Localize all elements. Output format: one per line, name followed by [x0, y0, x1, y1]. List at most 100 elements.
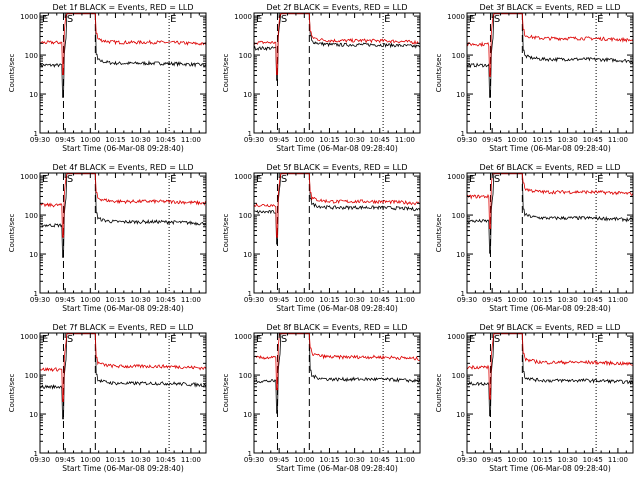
end-marker-label: E — [469, 14, 475, 25]
x-tick-label: 09:45 — [482, 136, 502, 144]
y-tick-label: 100 — [25, 372, 38, 380]
y-tick-label: 1000 — [20, 333, 38, 341]
x-axis-label: Start Time (06-Mar-08 09:28:40) — [62, 144, 184, 153]
plot-frame — [39, 12, 207, 134]
panel-title: Det 2f BLACK = Events, RED = LLD — [266, 3, 407, 12]
x-tick-label: 09:30 — [30, 136, 50, 144]
x-tick-label: 10:15 — [319, 136, 339, 144]
x-tick-label: 11:00 — [608, 456, 628, 464]
x-tick-label: 09:45 — [482, 456, 502, 464]
start-marker-label: S — [494, 14, 500, 25]
x-axis-label: Start Time (06-Mar-08 09:28:40) — [276, 464, 398, 473]
x-tick-label: 10:15 — [532, 296, 552, 304]
plot-frame — [466, 332, 634, 454]
y-tick-label: 100 — [452, 372, 465, 380]
panel-title: Det 1f BLACK = Events, RED = LLD — [52, 3, 193, 12]
start-marker-label: S — [281, 334, 287, 345]
x-tick-label: 10:00 — [80, 456, 100, 464]
panel-title: Det 9f BLACK = Events, RED = LLD — [479, 323, 620, 332]
end-marker-label: E — [256, 334, 262, 345]
x-tick-label: 11:00 — [395, 296, 415, 304]
start-marker-label: S — [67, 334, 73, 345]
end-marker-label: E — [42, 174, 48, 185]
y-tick-label: 1000 — [20, 173, 38, 181]
y-tick-label: 100 — [239, 52, 252, 60]
x-tick-label: 10:00 — [294, 136, 314, 144]
panel-title: Det 4f BLACK = Events, RED = LLD — [52, 163, 193, 172]
x-tick-label: 11:00 — [181, 296, 201, 304]
detector-panel: Det 6f BLACK = Events, RED = LLD S E E 1 10 10… — [435, 163, 634, 313]
detector-panel: Det 2f BLACK = Events, RED = LLD S E E 1 10 10… — [222, 3, 421, 153]
detector-panel: Det 1f BLACK = Events, RED = LLD S E E 1 10 10… — [8, 3, 207, 153]
x-tick-label: 10:45 — [583, 296, 603, 304]
x-tick-label: 10:15 — [105, 296, 125, 304]
y-tick-label: 100 — [239, 212, 252, 220]
lld-series-line — [39, 173, 207, 238]
x-axis-label: Start Time (06-Mar-08 09:28:40) — [276, 144, 398, 153]
lld-series-line — [39, 13, 207, 75]
y-tick-label: 1000 — [234, 333, 252, 341]
x-tick-label: 11:00 — [181, 136, 201, 144]
x-axis-label: Start Time (06-Mar-08 09:28:40) — [62, 304, 184, 313]
x-axis-label: Start Time (06-Mar-08 09:28:40) — [489, 144, 611, 153]
y-tick-label: 1 — [461, 450, 465, 458]
panel-title: Det 7f BLACK = Events, RED = LLD — [52, 323, 193, 332]
start-marker-label: S — [494, 174, 500, 185]
y-tick-label: 100 — [25, 52, 38, 60]
start-marker-label: S — [67, 174, 73, 185]
detector-panel: Det 3f BLACK = Events, RED = LLD S E E 1 10 10… — [435, 3, 634, 153]
x-tick-label: 10:45 — [156, 136, 176, 144]
y-tick-label: 100 — [452, 212, 465, 220]
y-tick-label: 10 — [456, 251, 465, 259]
y-tick-label: 1000 — [447, 173, 465, 181]
y-tick-label: 10 — [29, 411, 38, 419]
y-tick-label: 1 — [461, 130, 465, 138]
y-tick-label: 10 — [243, 91, 252, 99]
start-marker-label: S — [281, 14, 287, 25]
x-axis-label: Start Time (06-Mar-08 09:28:40) — [489, 304, 611, 313]
lld-series-line — [39, 333, 207, 402]
x-tick-label: 10:45 — [370, 296, 390, 304]
x-tick-label: 10:30 — [558, 296, 578, 304]
start-marker-label: S — [494, 334, 500, 345]
y-tick-label: 1000 — [234, 173, 252, 181]
y-axis-label: Counts/sec — [8, 214, 16, 253]
lld-series-line — [253, 13, 421, 75]
end-marker-label: E — [384, 14, 390, 25]
end-marker-label: E — [256, 14, 262, 25]
y-tick-label: 1000 — [447, 13, 465, 21]
detector-panel: Det 4f BLACK = Events, RED = LLD S E E 1 10 10… — [8, 163, 207, 313]
x-tick-label: 10:30 — [131, 136, 151, 144]
x-tick-label: 09:30 — [244, 136, 264, 144]
y-tick-label: 1000 — [447, 333, 465, 341]
y-axis-label: Counts/sec — [435, 214, 443, 253]
y-tick-label: 10 — [29, 91, 38, 99]
y-tick-label: 1 — [34, 290, 38, 298]
y-tick-label: 1000 — [234, 13, 252, 21]
x-tick-label: 10:00 — [80, 296, 100, 304]
x-tick-label: 11:00 — [608, 296, 628, 304]
plot-frame — [253, 172, 421, 294]
y-tick-label: 10 — [456, 411, 465, 419]
plot-frame — [253, 332, 421, 454]
detector-panel: Det 7f BLACK = Events, RED = LLD S E E 1 10 10… — [8, 323, 207, 473]
y-tick-label: 1000 — [20, 13, 38, 21]
y-tick-label: 100 — [25, 212, 38, 220]
plot-frame — [466, 172, 634, 294]
y-tick-label: 1 — [248, 130, 252, 138]
x-tick-label: 10:00 — [507, 456, 527, 464]
events-series-line — [466, 173, 634, 254]
end-marker-label: E — [42, 334, 48, 345]
x-tick-label: 10:45 — [156, 296, 176, 304]
end-marker-label: E — [384, 174, 390, 185]
x-tick-label: 10:30 — [345, 136, 365, 144]
y-tick-label: 100 — [239, 372, 252, 380]
panel-title: Det 5f BLACK = Events, RED = LLD — [266, 163, 407, 172]
y-tick-label: 1 — [248, 450, 252, 458]
end-marker-label: E — [170, 174, 176, 185]
start-marker-label: S — [67, 14, 73, 25]
end-marker-label: E — [384, 334, 390, 345]
x-tick-label: 09:45 — [269, 296, 289, 304]
x-tick-label: 10:15 — [105, 136, 125, 144]
x-tick-label: 10:15 — [532, 136, 552, 144]
